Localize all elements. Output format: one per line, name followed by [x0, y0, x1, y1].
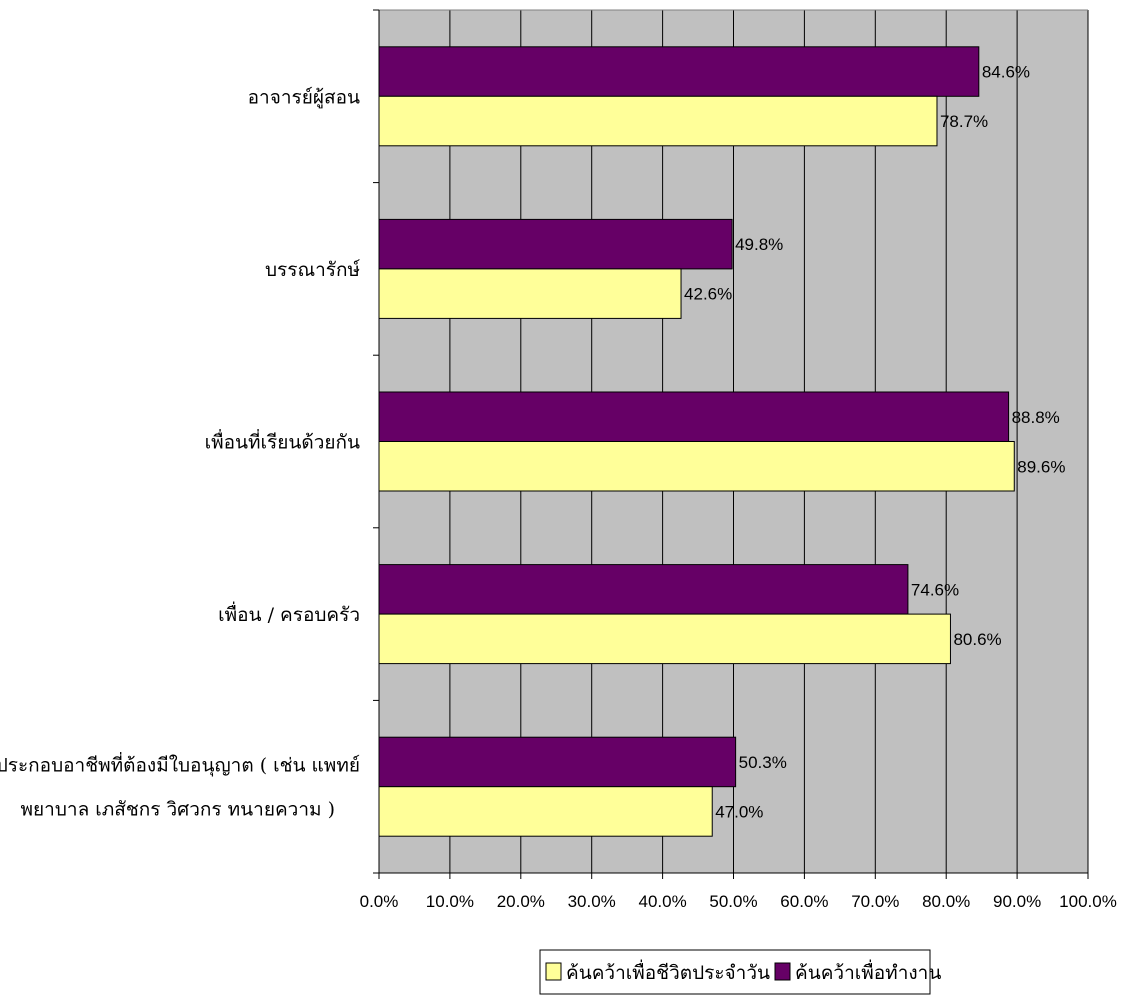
data-label: 80.6% — [953, 630, 1001, 649]
legend-swatch — [545, 962, 562, 981]
x-tick-label: 0.0% — [360, 892, 399, 911]
data-label: 49.8% — [735, 235, 783, 254]
x-tick-label: 90.0% — [993, 892, 1041, 911]
x-tick-label: 70.0% — [851, 892, 899, 911]
x-tick-label: 50.0% — [709, 892, 757, 911]
x-tick-label: 10.0% — [426, 892, 474, 911]
data-label: 47.0% — [715, 802, 763, 821]
bar — [378, 268, 682, 319]
category-label: เพื่อนที่เรียนด้วยกัน — [205, 429, 360, 454]
legend-label: ค้นคว้าเพื่อทำงาน — [795, 959, 941, 984]
data-label: 78.7% — [940, 112, 988, 131]
legend: ค้นคว้าเพื่อชีวิตประจำวัน ค้นคว้าเพื่อทำง… — [539, 949, 941, 995]
data-label: 88.8% — [1012, 408, 1060, 427]
data-label: 84.6% — [982, 63, 1030, 82]
data-label: 89.6% — [1017, 457, 1065, 476]
category-label: บรรณารักษ์ — [265, 259, 360, 281]
x-tick-label: 30.0% — [568, 892, 616, 911]
bar — [378, 218, 733, 270]
x-tick-label: 20.0% — [497, 892, 545, 911]
bar — [378, 391, 1010, 442]
category-label: อาจารย์ผู้สอน — [248, 86, 360, 108]
data-label: 74.6% — [911, 580, 959, 599]
data-label: 50.3% — [739, 753, 787, 772]
bar — [378, 613, 951, 665]
legend-box — [539, 949, 931, 995]
category-label: ผู้ประกอบอาชีพที่ต้องมีใบอนุญาต ( เช่น แ… — [0, 752, 360, 778]
x-tick-label: 100.0% — [1059, 892, 1117, 911]
category-label: พยาบาล เภสัชกร วิศวกร ทนายความ ) — [21, 799, 335, 821]
bar — [378, 441, 1015, 492]
x-tick-label: 40.0% — [638, 892, 686, 911]
bar — [378, 736, 737, 788]
category-label: เพื่อน / ครอบครัว — [218, 601, 360, 626]
legend-label: ค้นคว้าเพื่อชีวิตประจำวัน — [566, 959, 770, 984]
x-tick-label: 60.0% — [780, 892, 828, 911]
x-tick-label: 80.0% — [922, 892, 970, 911]
bar — [378, 564, 909, 615]
data-label: 42.6% — [684, 285, 732, 304]
bar — [378, 46, 980, 97]
bar — [378, 786, 713, 837]
legend-swatch — [774, 962, 791, 981]
bar — [378, 95, 938, 147]
